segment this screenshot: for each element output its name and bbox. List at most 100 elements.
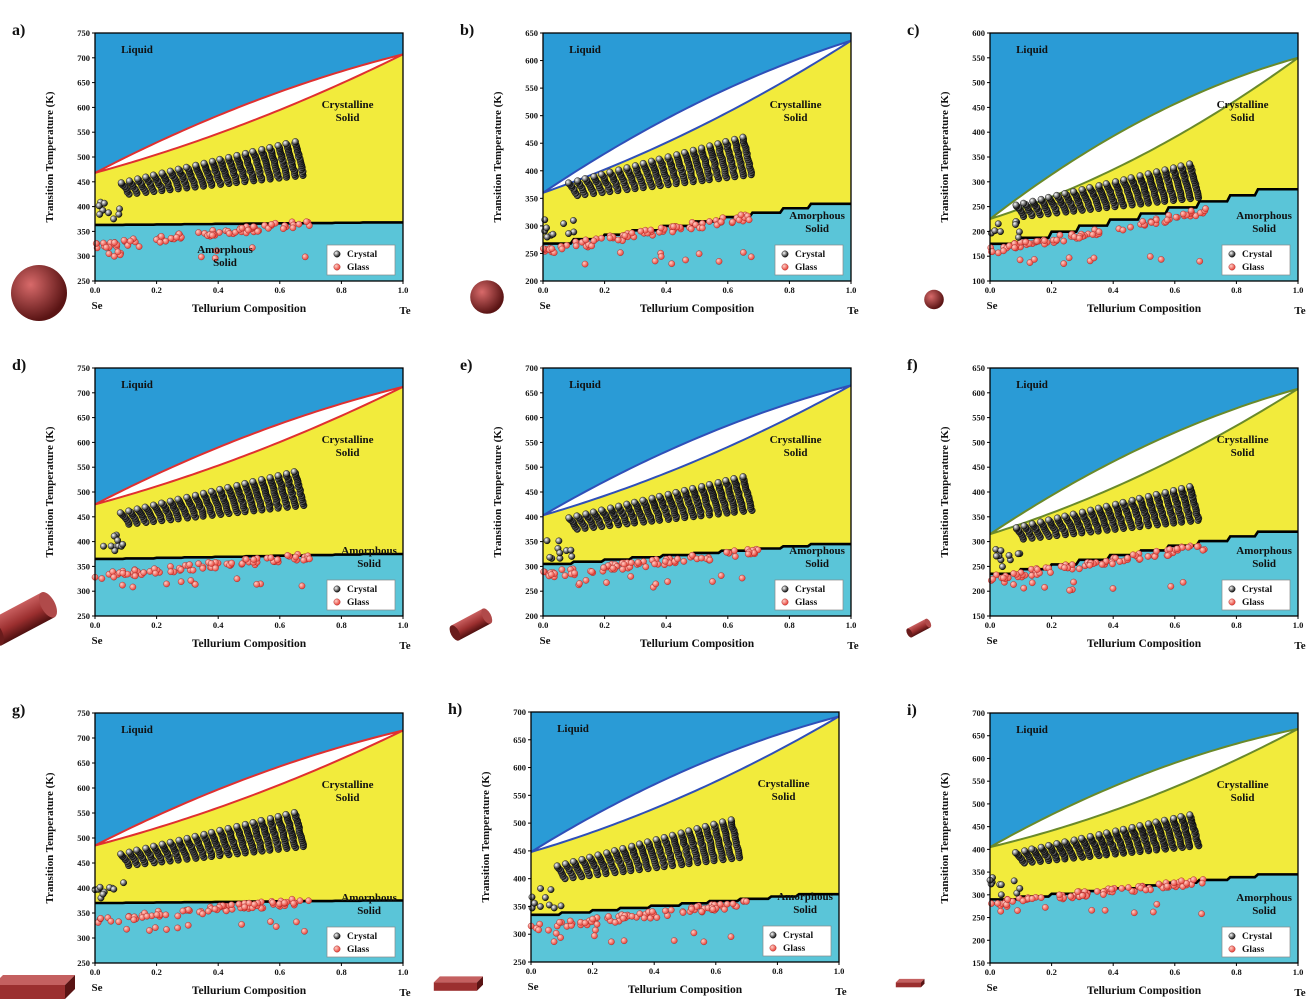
y-tick-label: 150 [972, 611, 985, 621]
crystal-point [1078, 508, 1086, 516]
glass-point [1124, 554, 1131, 562]
y-tick-label: 600 [77, 783, 90, 793]
glass-point [699, 224, 706, 232]
glass-transition-line [95, 221, 403, 227]
crystal-point [619, 845, 627, 853]
glass-point [700, 938, 708, 946]
crystal-point [714, 479, 722, 487]
legend-glass-label: Glass [347, 945, 369, 955]
amorphous-label: Solid [793, 904, 817, 916]
glass-point [173, 233, 180, 241]
glass-point [706, 556, 714, 564]
glass-point [163, 580, 170, 588]
crystal-point [115, 210, 123, 218]
y-tick-label: 450 [972, 822, 985, 832]
crystal-point [543, 224, 550, 232]
y-tick-label: 650 [972, 731, 985, 741]
crystal-point [166, 838, 174, 846]
glass-point [1179, 579, 1187, 586]
crystal-point [1152, 490, 1160, 498]
crystal-point [274, 472, 282, 480]
glass-point [1119, 226, 1127, 234]
crystal-point [225, 153, 233, 161]
glass-point [545, 926, 552, 934]
glass-point [1157, 256, 1165, 263]
crystal-point [107, 542, 115, 550]
y-tick-label: 250 [972, 561, 985, 571]
glass-point [1060, 260, 1068, 267]
crystal-point [192, 161, 200, 169]
legend-crystal-label: Crystal [1242, 585, 1272, 595]
glass-point [605, 913, 612, 920]
crystal-point [693, 825, 701, 833]
crystal-point [999, 563, 1006, 571]
crystal-point [96, 883, 104, 891]
crystal-point [1020, 199, 1028, 207]
glass-point [552, 929, 560, 937]
crystal-point [249, 478, 257, 486]
data-points [540, 133, 755, 268]
x-tick-label: 0.6 [722, 285, 733, 295]
y-axis-label: Transition Temperature (K) [44, 772, 56, 903]
panel-letter: g) [12, 702, 25, 719]
x-tick-label: 0.4 [213, 620, 224, 630]
crystal-point [997, 891, 1005, 899]
y-tick-label: 350 [77, 561, 90, 571]
crystal-point [997, 547, 1005, 555]
glass-point [1184, 544, 1192, 551]
glass-point [177, 566, 185, 573]
x-right-label: Te [399, 305, 410, 317]
y-tick-label: 200 [525, 611, 538, 621]
x-tick-label: 1.0 [398, 285, 409, 295]
legend-glass-label: Glass [1242, 598, 1264, 608]
sphere-particle-icon [924, 289, 944, 310]
crystal-point [574, 177, 582, 185]
crystal-point [647, 157, 655, 165]
glass-point [1139, 218, 1146, 225]
glass-point [1031, 256, 1038, 263]
crystalline-label: Solid [336, 447, 360, 459]
x-tick-label: 0.4 [661, 285, 672, 295]
x-tick-label: 0.6 [1169, 620, 1180, 630]
glass-point [293, 918, 300, 926]
glass-point [698, 908, 705, 915]
glass-point [617, 249, 624, 256]
glass-point [1116, 558, 1124, 565]
glass-point [1020, 584, 1028, 592]
glass-point [581, 919, 589, 927]
legend-glass-label: Glass [1242, 945, 1264, 955]
glass-point [1053, 236, 1061, 244]
crystal-point [553, 862, 561, 870]
crystal-point [623, 500, 631, 508]
y-tick-label: 600 [77, 437, 90, 447]
crystal-point [672, 488, 680, 496]
crystal-point [1053, 840, 1061, 848]
x-tick-label: 0.0 [985, 620, 996, 630]
crystal-point [550, 904, 558, 912]
glass-point [687, 225, 695, 233]
glass-point [652, 580, 660, 588]
x-right-label: Te [1294, 640, 1305, 652]
glass-point [174, 924, 181, 932]
y-tick-label: 300 [77, 251, 90, 261]
legend-crystal-label: Crystal [347, 932, 377, 942]
crystal-point [1045, 516, 1053, 524]
legend-crystal-label: Crystal [795, 250, 825, 260]
crystal-point [1128, 824, 1136, 832]
crystal-point [224, 484, 232, 492]
x-axis-label: Tellurium Composition [1087, 303, 1202, 315]
liquid-label: Liquid [1016, 379, 1048, 391]
crystal-point [1135, 494, 1143, 502]
x-tick-label: 0.6 [710, 966, 721, 976]
crystal-point [1119, 825, 1127, 833]
legend-crystal-label: Crystal [1242, 250, 1272, 260]
glass-point [301, 927, 308, 935]
crystal-point [233, 151, 241, 159]
glass-point [608, 938, 615, 946]
crystal-point [1078, 834, 1086, 842]
glass-point [135, 243, 143, 250]
crystal-point [1070, 836, 1078, 844]
legend-glass-marker [1228, 598, 1236, 606]
x-tick-label: 0.2 [599, 620, 610, 630]
glass-point [1066, 586, 1073, 594]
